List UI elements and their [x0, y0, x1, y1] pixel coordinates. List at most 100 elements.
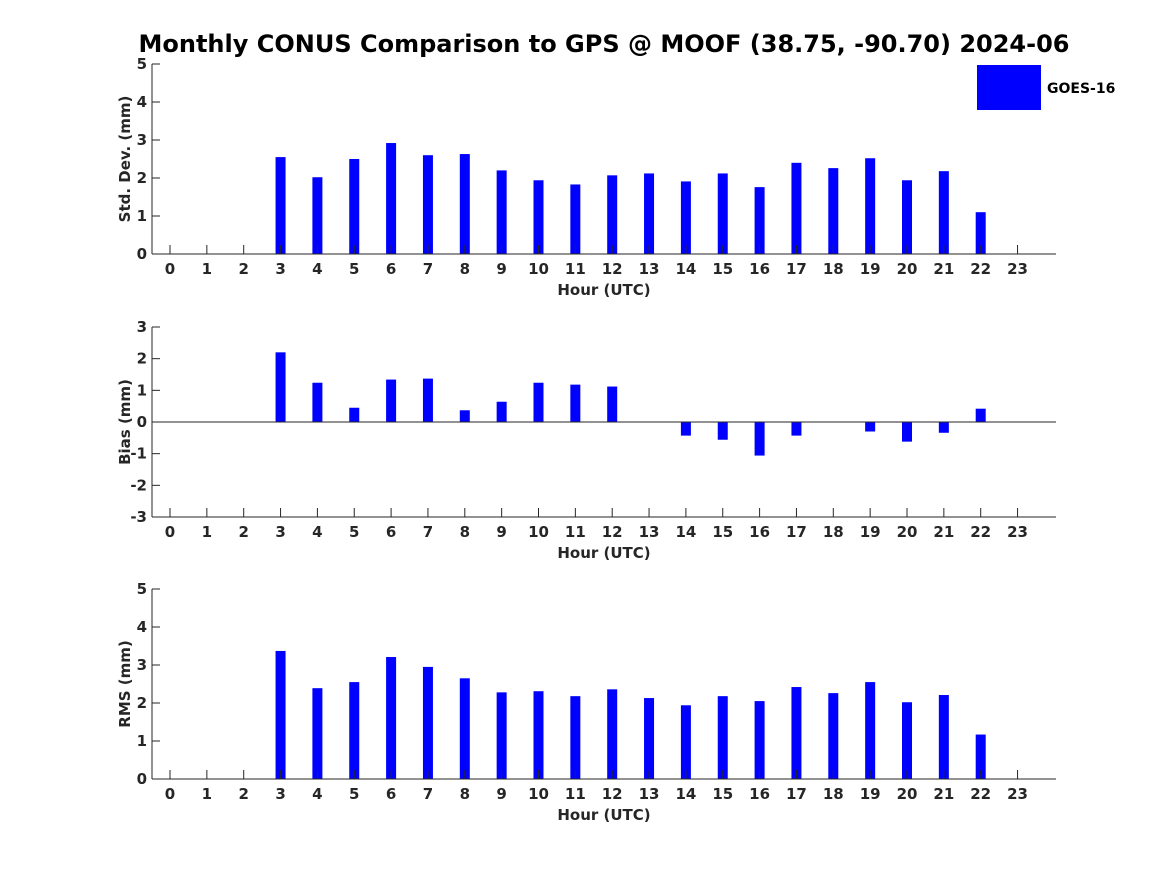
bar — [607, 386, 618, 422]
y-tick-label: 0 — [137, 413, 147, 431]
bar — [644, 698, 655, 779]
x-tick-label: 14 — [675, 785, 696, 803]
y-tick-label: 3 — [137, 318, 147, 336]
x-tick-label: 4 — [312, 260, 322, 278]
legend-swatch — [977, 65, 1041, 110]
x-tick-label: 0 — [165, 523, 175, 541]
bar — [386, 657, 397, 779]
x-tick-label: 4 — [312, 785, 322, 803]
x-tick-label: 21 — [933, 785, 954, 803]
chart-title: Monthly CONUS Comparison to GPS @ MOOF (… — [139, 30, 1070, 58]
bar — [754, 187, 765, 254]
y-tick-label: -1 — [130, 445, 147, 463]
x-tick-label: 1 — [202, 260, 212, 278]
x-tick-label: 11 — [565, 523, 586, 541]
y-tick-label: -3 — [130, 508, 147, 526]
x-tick-label: 1 — [202, 785, 212, 803]
bar — [754, 701, 765, 779]
x-tick-label: 17 — [786, 785, 807, 803]
x-tick-label: 2 — [238, 523, 248, 541]
x-tick-label: 10 — [528, 785, 549, 803]
bar — [570, 384, 581, 422]
x-tick-label: 10 — [528, 260, 549, 278]
x-tick-label: 22 — [970, 523, 991, 541]
bar — [275, 157, 286, 254]
x-tick-label: 7 — [423, 785, 433, 803]
x-tick-label: 9 — [496, 260, 506, 278]
bar — [975, 734, 986, 779]
x-tick-label: 15 — [712, 260, 733, 278]
x-tick-label: 12 — [602, 260, 623, 278]
x-tick-label: 2 — [238, 785, 248, 803]
bar — [459, 410, 470, 422]
bar — [422, 666, 433, 779]
bar — [386, 143, 397, 254]
x-tick-label: 23 — [1007, 785, 1028, 803]
y-tick-label: 3 — [137, 656, 147, 674]
x-tick-label: 19 — [860, 260, 881, 278]
bar — [791, 162, 802, 254]
x-tick-label: 7 — [423, 260, 433, 278]
x-tick-label: 12 — [602, 785, 623, 803]
x-tick-label: 8 — [460, 260, 470, 278]
bar — [496, 692, 507, 779]
bar — [386, 379, 397, 422]
y-tick-label: 0 — [137, 245, 147, 263]
x-tick-label: 3 — [275, 523, 285, 541]
bar — [275, 650, 286, 779]
bar — [533, 382, 544, 422]
x-tick-label: 17 — [786, 260, 807, 278]
x-tick-label: 8 — [460, 523, 470, 541]
x-tick-label: 16 — [749, 260, 770, 278]
bar — [938, 171, 949, 254]
y-tick-label: 4 — [137, 618, 147, 636]
x-tick-label: 13 — [639, 523, 660, 541]
x-tick-label: 20 — [897, 785, 918, 803]
legend: GOES-16 — [977, 65, 1115, 110]
y-tick-label: 3 — [137, 131, 147, 149]
bar — [717, 173, 728, 254]
bar — [607, 689, 618, 779]
bar — [828, 168, 839, 254]
bar — [975, 212, 986, 254]
x-tick-label: 6 — [386, 785, 396, 803]
x-tick-label: 9 — [496, 785, 506, 803]
x-tick-label: 3 — [275, 785, 285, 803]
bar — [496, 401, 507, 422]
x-tick-label: 21 — [933, 523, 954, 541]
x-tick-label: 5 — [349, 785, 359, 803]
bar — [680, 705, 691, 779]
y-tick-label: 1 — [137, 207, 147, 225]
y-axis-label: Bias (mm) — [116, 379, 134, 465]
y-axis-label: Std. Dev. (mm) — [116, 96, 134, 223]
bar — [680, 181, 691, 254]
bar — [902, 180, 912, 254]
y-tick-label: 2 — [137, 694, 147, 712]
x-tick-label: 2 — [238, 260, 248, 278]
bar — [349, 407, 360, 422]
x-tick-label: 20 — [897, 523, 918, 541]
y-axis-label: RMS (mm) — [116, 640, 134, 727]
x-tick-label: 10 — [528, 523, 549, 541]
x-tick-label: 18 — [823, 785, 844, 803]
bar — [902, 422, 912, 442]
x-tick-label: 4 — [312, 523, 322, 541]
x-tick-label: 23 — [1007, 260, 1028, 278]
x-axis-label: Hour (UTC) — [557, 281, 650, 299]
x-tick-label: 15 — [712, 523, 733, 541]
x-tick-label: 7 — [423, 523, 433, 541]
bar — [717, 696, 728, 779]
x-tick-label: 12 — [602, 523, 623, 541]
x-tick-label: 1 — [202, 523, 212, 541]
bar — [791, 687, 802, 779]
bar — [496, 170, 507, 254]
bar — [865, 158, 876, 254]
x-tick-label: 0 — [165, 785, 175, 803]
x-tick-label: 23 — [1007, 523, 1028, 541]
x-tick-label: 5 — [349, 523, 359, 541]
x-tick-label: 14 — [675, 260, 696, 278]
x-tick-label: 22 — [970, 785, 991, 803]
x-tick-label: 18 — [823, 523, 844, 541]
bar — [754, 422, 765, 456]
